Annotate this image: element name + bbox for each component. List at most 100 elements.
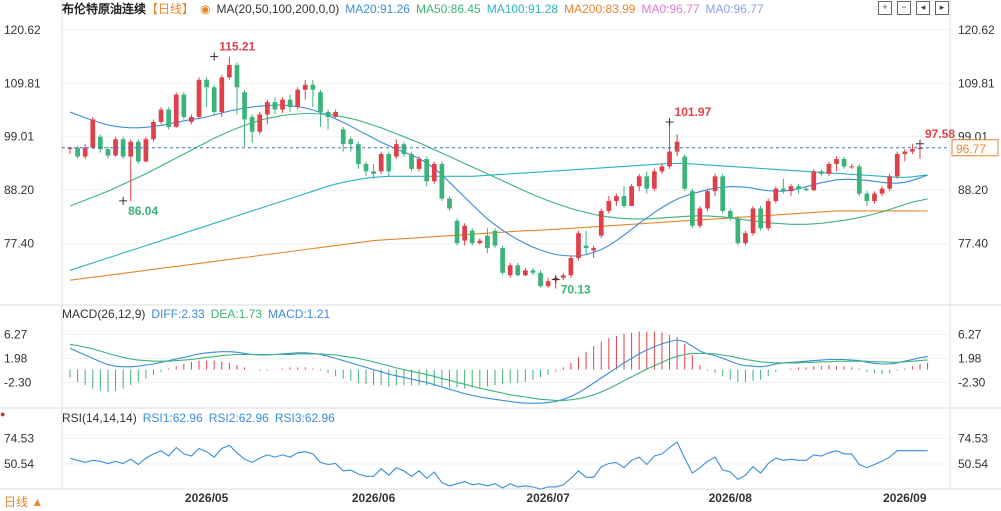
candle-body [636,176,642,187]
candle [697,206,703,229]
ma50-line [69,112,928,225]
candle [598,208,604,239]
candle-body [591,248,597,251]
candle [879,186,885,197]
candle [143,136,149,163]
candle [720,173,726,214]
eye-icon[interactable]: ◉ [200,2,211,16]
candle-body [826,163,832,174]
candle [796,183,801,194]
y-tick-label-right: 120.62 [958,23,995,37]
candle [310,79,316,108]
candle-body [545,281,551,287]
candle [431,161,437,184]
ma-label: MA(20,50,100,200,0,0) [216,2,340,16]
candle [340,126,346,152]
pin-icon[interactable]: ● [0,409,6,419]
candle-body [181,94,187,117]
instrument-title: 布伦特原油连续 [62,2,147,16]
candle [219,74,225,117]
candle [113,136,118,157]
candle-body [378,154,384,172]
candle [712,173,718,197]
candle [560,272,566,281]
extreme-label: 70.13 [561,283,591,297]
candle [591,245,597,258]
candle-body [431,163,437,182]
ma-value: MA50:86.45 [415,2,481,16]
candle [500,245,505,276]
candle-body [371,171,376,174]
candle [82,144,88,159]
candle [811,168,817,192]
candle [386,151,392,177]
move-left-icon[interactable]: ◂ [916,1,930,15]
candle [523,267,528,277]
candle [614,193,619,206]
candle [469,228,475,246]
ma-value: MA200:83.99 [564,2,636,16]
candle-body [773,188,779,202]
candle-body [318,92,323,112]
y-tick-label-left: 74.53 [4,431,34,445]
y-tick-label-right: 74.53 [958,431,988,445]
macd-value: DEA:1.73 [210,307,263,321]
candle-body [242,92,247,120]
rsi-values: RSI1:62.96 RSI2:62.96 RSI3:62.96 [143,411,341,425]
period-badge[interactable]: 【日线】 [146,2,195,16]
candle [424,156,430,187]
candle [545,277,551,288]
y-tick-label-left: 6.27 [4,327,28,341]
candle-body [864,193,870,202]
candle [667,122,672,169]
candle [196,77,202,118]
candle-body [803,188,809,191]
candle [568,255,574,278]
candle-body [310,84,316,90]
candle [204,77,209,108]
candle-body [416,159,422,169]
candle [242,89,247,147]
candle [682,154,688,192]
candle [485,228,490,253]
candle-body [727,210,733,219]
macd-diff-line [69,339,928,404]
candle-body [758,208,763,229]
candle-body [477,240,483,244]
candle-body [796,186,801,189]
main-chart-header: 布伦特原油连续【日线】 ◉ MA(20,50,100,200,0,0) MA20:91… [62,2,776,16]
zoom-in-icon[interactable]: + [878,1,892,15]
candle-body [507,265,513,276]
candle-body [781,188,786,192]
candle [629,183,634,206]
candle-body [424,159,430,182]
candle-body [196,79,202,117]
candle [834,156,839,172]
rsi-value: RSI1:62.96 [142,411,203,425]
move-right-icon[interactable]: ▸ [935,1,949,15]
candle-body [705,191,710,209]
candle-body [598,210,604,236]
candle [477,238,483,245]
candle-body [189,116,194,122]
candle-body [272,102,278,110]
timeframe-selector[interactable]: 日线 ▲ [4,495,44,509]
x-tick-label: 2026/08 [709,491,753,505]
candle [530,267,536,276]
candle-body [409,154,414,169]
y-tick-label-right: 88.20 [958,183,988,197]
candle-body [401,144,407,155]
y-tick-label-right: 109.81 [958,76,995,90]
candle-body [151,121,156,140]
candle [515,262,521,277]
candle-body [492,230,498,246]
candle-body [393,144,399,157]
candle-body [515,265,521,276]
candle-body [750,208,756,234]
candle-body [765,201,771,229]
candle [462,223,467,246]
candle-body [811,171,817,191]
zoom-out-icon[interactable]: − [897,1,911,15]
last-price-label: 96.77 [956,142,986,156]
